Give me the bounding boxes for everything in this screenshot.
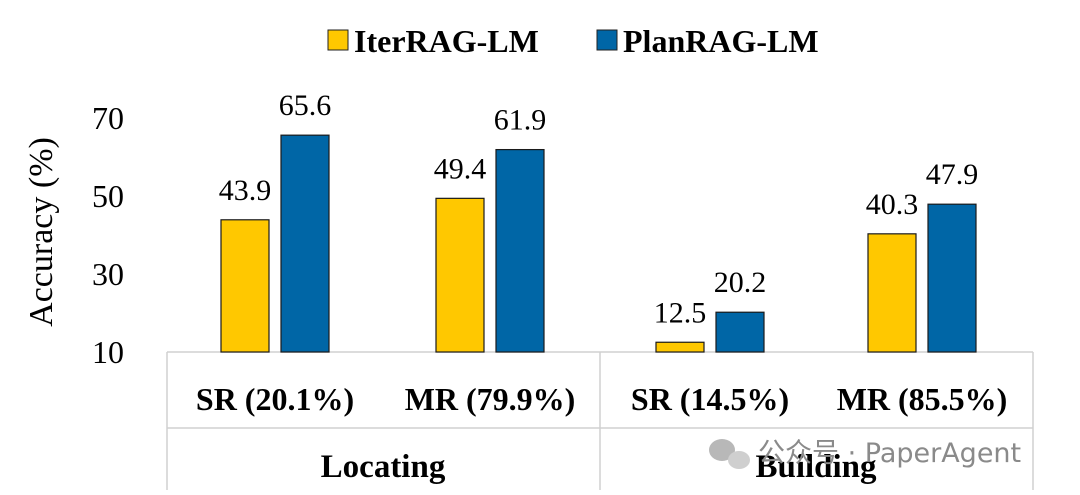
bar-iterrag: [867, 233, 917, 353]
category-label: SR (20.1%): [196, 381, 354, 417]
watermark: 公众号 · PaperAgent: [709, 438, 1021, 469]
category-label: MR (85.5%): [837, 381, 1008, 417]
y-axis-label: Accuracy (%): [23, 137, 60, 327]
data-label: 61.9: [494, 104, 547, 137]
y-tick-label: 70: [92, 100, 124, 136]
legend-label-planrag: PlanRAG-LM: [623, 23, 819, 59]
y-tick-label: 50: [92, 178, 124, 214]
legend-swatch-planrag: [596, 29, 618, 51]
legend: IterRAG-LM PlanRAG-LM: [327, 23, 819, 59]
legend-label-iterrag: IterRAG-LM: [354, 23, 539, 59]
y-tick-label: 30: [92, 256, 124, 292]
bar-iterrag: [655, 341, 705, 353]
y-axis-ticks: 10 30 50 70: [92, 100, 124, 370]
data-label: 43.9: [219, 174, 272, 207]
bar-iterrag: [435, 197, 485, 353]
bars: [220, 134, 977, 353]
bar-planrag: [280, 134, 330, 353]
data-label: 20.2: [714, 266, 767, 299]
category-labels: SR (20.1%) MR (79.9%) SR (14.5%) MR (85.5%): [196, 381, 1007, 417]
y-tick-label: 10: [92, 334, 124, 370]
data-label: 65.6: [279, 89, 332, 122]
group-label: Building: [755, 449, 877, 485]
data-label: 40.3: [866, 188, 919, 221]
category-label: SR (14.5%): [631, 381, 789, 417]
category-table-borders: [166, 351, 1034, 490]
data-label: 49.4: [434, 152, 487, 185]
group-labels: Locating Building: [321, 449, 877, 485]
watermark-text: 公众号 · PaperAgent: [758, 438, 1021, 469]
category-label: MR (79.9%): [405, 381, 576, 417]
bar-planrag: [927, 203, 977, 353]
data-label: 12.5: [654, 296, 707, 329]
data-labels: 43.9 49.4 12.5 40.3 65.6 61.9 20.2 47.9: [219, 89, 979, 329]
data-label: 47.9: [926, 158, 979, 191]
bar-iterrag: [220, 219, 270, 353]
bar-planrag: [715, 311, 765, 353]
legend-swatch-iterrag: [327, 29, 349, 51]
group-label: Locating: [321, 449, 446, 485]
wechat-icon: [709, 439, 750, 469]
bar-planrag: [495, 148, 545, 353]
